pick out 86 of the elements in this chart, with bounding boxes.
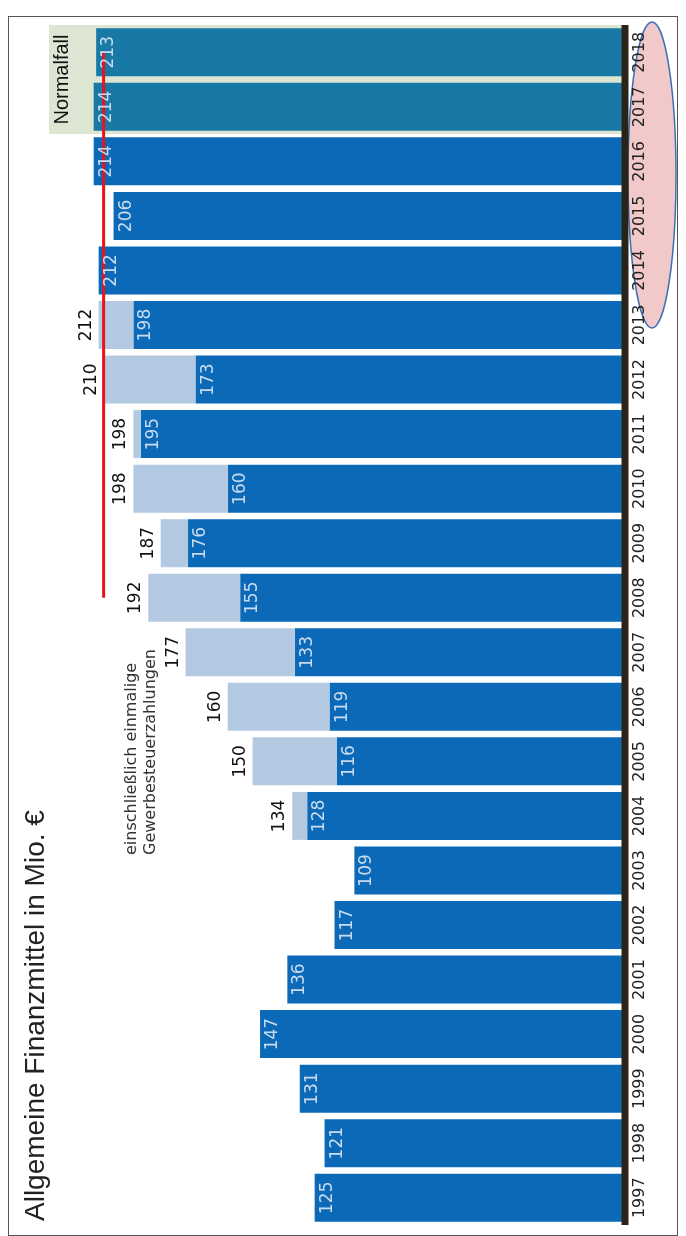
data-label: 119: [330, 690, 351, 724]
text: Allgemeine Finanzmittel in Mio. €: [19, 810, 51, 1221]
data-label: 173: [196, 363, 217, 396]
y-tick-label: 2005: [629, 741, 649, 782]
data-label: 214: [94, 145, 115, 178]
bar: [185, 628, 295, 677]
y-tick-label: 2004: [629, 795, 649, 837]
data-label: 121: [325, 1126, 346, 1160]
bar: [113, 191, 625, 240]
y-tick-label: 2000: [629, 1013, 649, 1055]
total-label: 210: [79, 363, 100, 396]
bar: [307, 791, 625, 840]
y-tick-label: 2006: [629, 686, 649, 728]
total-label: 198: [109, 472, 130, 505]
data-label: 116: [338, 745, 359, 778]
band-label: Normalfall: [50, 34, 73, 125]
y-tick-label: 2003: [629, 850, 649, 891]
data-label: 109: [355, 854, 376, 887]
total-label: 160: [203, 690, 224, 724]
bar: [294, 628, 625, 677]
data-label: 213: [97, 36, 118, 69]
y-tick-label: 1998: [629, 1122, 649, 1164]
data-label: 155: [241, 581, 262, 614]
bar: [227, 682, 330, 731]
bar: [148, 573, 241, 622]
y-tick-label: 2002: [629, 904, 649, 946]
y-tick-label: 2008: [629, 577, 649, 619]
bar: [133, 464, 228, 513]
bar: [260, 1010, 625, 1059]
total-label: 192: [124, 581, 145, 614]
y-tick-label: 2009: [629, 522, 649, 564]
bar: [299, 1064, 625, 1113]
data-label: 125: [315, 1181, 336, 1214]
bar: [324, 1119, 625, 1168]
bar: [133, 301, 625, 349]
bar: [337, 737, 625, 786]
bar: [188, 519, 625, 568]
bar: [227, 464, 625, 513]
y-tick-label: 2018: [629, 31, 649, 73]
y-tick-label: 2016: [629, 141, 649, 182]
data-label: 160: [228, 472, 249, 505]
bar: [103, 355, 196, 404]
data-label: 136: [288, 963, 309, 996]
y-tick-label: 2007: [629, 631, 649, 673]
data-label: 176: [189, 526, 210, 560]
data-label: 195: [141, 417, 162, 451]
total-label: 134: [268, 799, 289, 833]
y-tick-label: 2013: [629, 304, 649, 346]
data-label: 147: [261, 1017, 282, 1051]
bar: [140, 410, 625, 459]
data-label: 133: [295, 636, 316, 669]
data-label: 117: [335, 908, 356, 942]
data-label: 206: [114, 199, 135, 233]
data-label: 131: [300, 1072, 321, 1105]
bar: [287, 955, 625, 1004]
bar: [133, 410, 141, 459]
y-tick-label: 2010: [629, 468, 649, 509]
bar: [314, 1173, 625, 1222]
bar: [195, 355, 625, 404]
data-label: 212: [99, 254, 120, 287]
data-label: 198: [134, 308, 155, 342]
y-tick-label: 1999: [629, 1068, 649, 1109]
y-tick-label: 2012: [629, 359, 649, 400]
y-tick-label: 2015: [629, 195, 649, 237]
data-label: 128: [308, 799, 329, 833]
bar: [334, 901, 625, 949]
bar: [252, 737, 337, 786]
bar: [354, 846, 625, 895]
bar: [329, 682, 625, 731]
y-tick-label: 2017: [629, 86, 649, 128]
bar: [292, 791, 308, 840]
y-tick-label: 1997: [629, 1177, 649, 1219]
y-tick-label: 2014: [629, 250, 649, 291]
total-label: 150: [228, 745, 249, 778]
total-label: 212: [74, 308, 95, 342]
bar: [160, 519, 189, 568]
total-label: 198: [109, 417, 130, 451]
bar: [98, 246, 625, 295]
bar: [240, 573, 625, 622]
total-label: 177: [161, 636, 182, 669]
y-tick-label: 2011: [629, 413, 649, 455]
data-label: 214: [94, 90, 115, 124]
total-label: 187: [136, 526, 157, 560]
annotation: einschließlich einmalige Gewerbesteuerzahlungen: [121, 649, 159, 855]
bar: [93, 137, 625, 186]
y-tick-label: 2001: [629, 959, 649, 1000]
